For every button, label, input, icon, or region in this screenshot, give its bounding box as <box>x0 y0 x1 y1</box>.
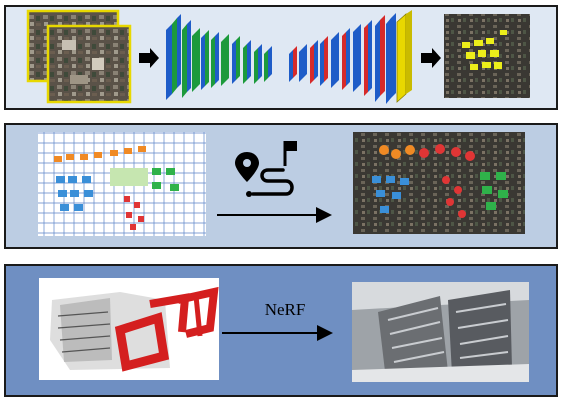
nerf-label: NeRF <box>264 300 306 319</box>
point-cloud-image <box>39 278 219 380</box>
arrow-right-icon <box>139 48 159 68</box>
nerf-render-image <box>352 282 529 382</box>
input-aerial-images <box>26 9 132 104</box>
arrow-right-icon <box>421 48 441 68</box>
segmentation-output-image <box>444 14 530 98</box>
generated-aerial-image <box>353 132 525 234</box>
route-map-icon <box>235 141 297 197</box>
semantic-map-image <box>38 132 206 236</box>
encoder-decoder-network <box>166 10 412 104</box>
